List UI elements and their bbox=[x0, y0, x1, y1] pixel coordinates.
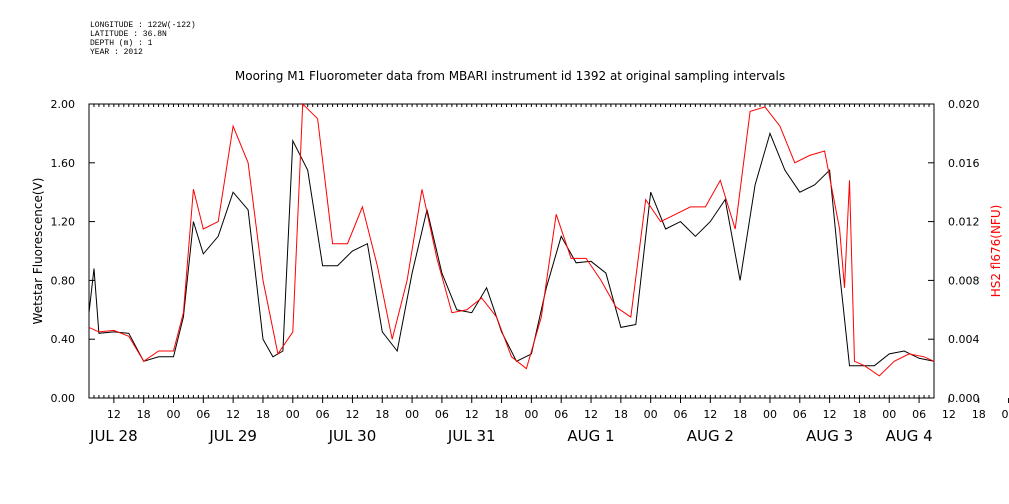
x-day-label: JUL 28 bbox=[89, 427, 138, 445]
x-day-label: JUL 29 bbox=[208, 427, 257, 445]
x-hour-label: 00 bbox=[1002, 408, 1009, 421]
y-left-tick-label: 0.00 bbox=[51, 392, 76, 405]
x-hour-label: 18 bbox=[852, 408, 866, 421]
chart-title: Mooring M1 Fluorometer data from MBARI i… bbox=[235, 69, 785, 83]
metadata-longitude: LONGITUDE : 122W(-122) bbox=[90, 21, 196, 30]
x-hour-label: 12 bbox=[703, 408, 717, 421]
y-left-tick-label: 0.80 bbox=[51, 274, 76, 287]
x-hour-label: 18 bbox=[256, 408, 270, 421]
left-axis-tick-labels: 0.00 0.40 0.80 1.20 1.60 2.00 bbox=[51, 98, 76, 405]
wetstar-series-line bbox=[88, 131, 935, 367]
x-hour-label: 00 bbox=[286, 408, 300, 421]
y-right-tick-label: 0.004 bbox=[948, 333, 980, 346]
x-day-label: AUG 1 bbox=[567, 427, 614, 445]
x-day-labels: JUL 28 JUL 29 JUL 30 JUL 31 AUG 1 AUG 2 AUG 3 A… bbox=[89, 427, 933, 445]
x-hour-label: 00 bbox=[524, 408, 538, 421]
y-right-tick-label: 0.008 bbox=[948, 274, 980, 287]
metadata-latitude: LATITUDE : 36.8N bbox=[90, 30, 167, 39]
x-hour-label: 06 bbox=[554, 408, 568, 421]
left-axis-label: Wetstar Fluorescence(V) bbox=[31, 178, 45, 325]
y-right-tick-label: 0.016 bbox=[948, 157, 980, 170]
y-right-tick-label: 0.020 bbox=[948, 98, 980, 111]
axis-ticks bbox=[88, 103, 1009, 403]
y-left-tick-label: 2.00 bbox=[51, 98, 76, 111]
x-day-label: JUL 30 bbox=[328, 427, 377, 445]
y-left-tick-label: 1.20 bbox=[51, 216, 76, 229]
x-hour-label: 18 bbox=[495, 408, 509, 421]
x-hour-label: 00 bbox=[405, 408, 419, 421]
x-hour-label: 12 bbox=[465, 408, 479, 421]
x-hour-label: 12 bbox=[823, 408, 837, 421]
x-hour-label: 18 bbox=[137, 408, 151, 421]
x-hour-label: 18 bbox=[733, 408, 747, 421]
x-hour-label: 06 bbox=[435, 408, 449, 421]
x-hour-label: 06 bbox=[674, 408, 688, 421]
y-left-tick-label: 0.40 bbox=[51, 333, 76, 346]
x-day-label: AUG 3 bbox=[806, 427, 853, 445]
x-hour-tick-labels: 12 18 00 06 12 18 00 06 12 18 00 06 12 18 00 06 12 18 00 06… bbox=[107, 408, 1009, 421]
y-right-tick-label: 0.012 bbox=[948, 216, 980, 229]
x-hour-label: 00 bbox=[167, 408, 181, 421]
x-hour-label: 00 bbox=[882, 408, 896, 421]
x-hour-label: 18 bbox=[614, 408, 628, 421]
x-hour-label: 12 bbox=[345, 408, 359, 421]
metadata-block: LONGITUDE : 122W(-122) LATITUDE : 36.8N … bbox=[90, 21, 196, 57]
x-day-label: AUG 4 bbox=[886, 427, 933, 445]
x-hour-label: 00 bbox=[644, 408, 658, 421]
x-hour-label: 12 bbox=[226, 408, 240, 421]
x-day-label: AUG 2 bbox=[687, 427, 734, 445]
x-hour-label: 06 bbox=[793, 408, 807, 421]
plot-frame bbox=[88, 103, 935, 399]
x-day-label: JUL 31 bbox=[447, 427, 496, 445]
x-hour-label: 12 bbox=[584, 408, 598, 421]
metadata-year: YEAR : 2012 bbox=[90, 48, 143, 57]
y-right-tick-label: 0.000 bbox=[948, 392, 980, 405]
x-hour-label: 18 bbox=[375, 408, 389, 421]
x-hour-label: 18 bbox=[972, 408, 986, 421]
hs2-series-line bbox=[88, 102, 935, 377]
x-hour-label: 00 bbox=[763, 408, 777, 421]
right-axis-tick-labels: 0.000 0.004 0.008 0.012 0.016 0.020 bbox=[948, 98, 980, 405]
right-axis-label: HS2 fl676(NFU) bbox=[989, 205, 1003, 298]
x-hour-label: 12 bbox=[107, 408, 121, 421]
y-left-tick-label: 1.60 bbox=[51, 157, 76, 170]
metadata-depth: DEPTH (m) : 1 bbox=[90, 39, 153, 48]
x-hour-label: 06 bbox=[196, 408, 210, 421]
x-hour-label: 06 bbox=[912, 408, 926, 421]
series-lines bbox=[88, 102, 935, 377]
x-hour-label: 06 bbox=[316, 408, 330, 421]
x-hour-label: 12 bbox=[942, 408, 956, 421]
